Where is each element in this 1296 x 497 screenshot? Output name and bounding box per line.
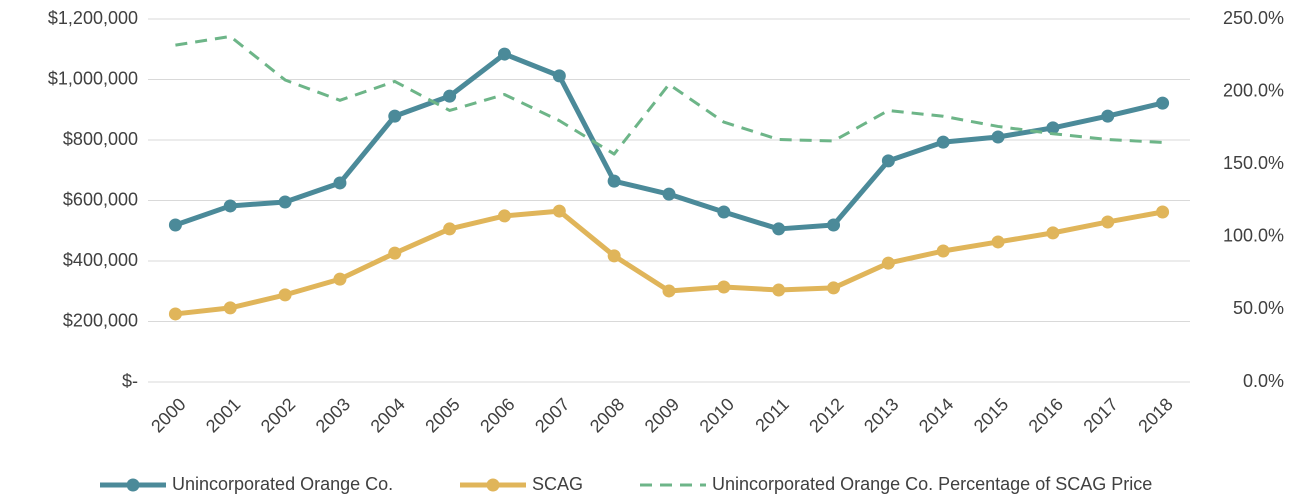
data-point <box>607 249 621 263</box>
x-tick-label: 2018 <box>1134 394 1176 436</box>
x-tick-label: 2014 <box>915 394 957 436</box>
y-tick-label: $1,000,000 <box>48 68 138 88</box>
data-point <box>443 89 457 103</box>
x-tick-label: 2007 <box>531 394 573 436</box>
data-point <box>388 246 402 260</box>
data-point <box>881 256 895 270</box>
x-tick-label: 2010 <box>696 394 738 436</box>
data-point <box>388 109 402 123</box>
series-line <box>174 51 1164 232</box>
data-point <box>936 244 950 258</box>
legend-marker <box>126 478 140 492</box>
series-line <box>175 34 1163 156</box>
legend-label: Unincorporated Orange Co. Percentage of … <box>712 474 1152 494</box>
data-point <box>1101 215 1115 229</box>
data-point <box>278 195 292 209</box>
data-point <box>552 69 566 83</box>
legend-label: SCAG <box>532 474 583 494</box>
data-point <box>1156 205 1170 219</box>
x-tick-label: 2016 <box>1025 394 1067 436</box>
data-point <box>662 187 676 201</box>
legend-marker <box>486 478 500 492</box>
data-point <box>1101 109 1115 123</box>
data-point <box>607 174 621 188</box>
x-tick-label: 2008 <box>586 394 628 436</box>
x-tick-label: 2006 <box>476 394 518 436</box>
data-point <box>1156 96 1170 110</box>
x-tick-label: 2001 <box>202 394 244 436</box>
y-tick-label: $1,200,000 <box>48 8 138 28</box>
x-tick-label: 2011 <box>751 394 793 436</box>
x-tick-label: 2003 <box>312 394 354 436</box>
data-point <box>443 222 457 236</box>
data-point <box>333 272 347 286</box>
x-tick-label: 2009 <box>641 394 683 436</box>
x-tick-label: 2012 <box>805 394 847 436</box>
data-point <box>333 176 347 190</box>
data-point <box>497 47 511 61</box>
y-tick-label: $400,000 <box>63 250 138 270</box>
x-tick-label: 2017 <box>1079 394 1121 436</box>
data-point <box>497 209 511 223</box>
y2-tick-label: 150.0% <box>1223 153 1284 173</box>
data-point <box>827 281 841 295</box>
data-point <box>936 135 950 149</box>
series-line <box>175 208 1164 317</box>
x-tick-label: 2000 <box>147 394 189 436</box>
data-point <box>552 204 566 218</box>
y2-tick-label: 250.0% <box>1223 8 1284 28</box>
data-point <box>1046 226 1060 240</box>
data-point <box>168 218 182 232</box>
data-point <box>717 280 731 294</box>
y2-tick-label: 200.0% <box>1223 80 1284 100</box>
y-tick-label: $800,000 <box>63 129 138 149</box>
y-tick-label: $600,000 <box>63 189 138 209</box>
data-point <box>278 288 292 302</box>
y2-tick-label: 100.0% <box>1223 226 1284 246</box>
x-tick-label: 2015 <box>970 394 1012 436</box>
data-point <box>717 205 731 219</box>
data-point <box>223 199 237 213</box>
y2-tick-label: 50.0% <box>1233 298 1284 318</box>
x-tick-label: 2002 <box>257 394 299 436</box>
legend-label: Unincorporated Orange Co. <box>172 474 393 494</box>
data-point <box>1046 121 1060 135</box>
data-point <box>772 222 786 236</box>
data-point <box>991 235 1005 249</box>
y-tick-label: $200,000 <box>63 310 138 330</box>
x-tick-label: 2004 <box>367 394 409 436</box>
data-point <box>881 154 895 168</box>
y-tick-label: $- <box>122 371 138 391</box>
data-point <box>223 301 237 315</box>
data-point <box>772 283 786 297</box>
x-tick-label: 2005 <box>421 394 463 436</box>
data-point <box>168 307 182 321</box>
y2-tick-label: 0.0% <box>1243 371 1284 391</box>
x-tick-label: 2013 <box>860 394 902 436</box>
data-point <box>827 218 841 232</box>
data-point <box>991 130 1005 144</box>
data-point <box>662 284 676 298</box>
